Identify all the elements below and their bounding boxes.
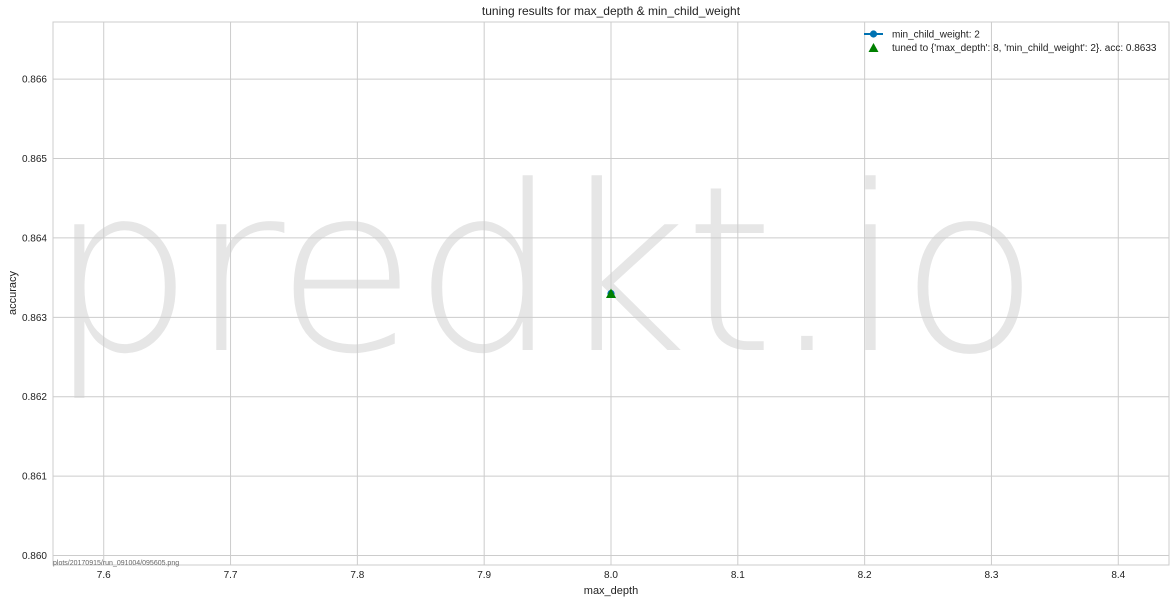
watermark-text: predkt.io [48,138,1036,405]
y-tick-label: 0.863 [22,313,47,324]
y-axis-label: accuracy [7,270,19,315]
y-tick-label: 0.860 [22,551,47,562]
chart-title: tuning results for max_depth & min_child… [482,4,741,18]
y-tick-label: 0.861 [22,472,47,483]
grid [53,22,1169,565]
legend-entry-2: tuned to {'max_depth': 8, 'min_child_wei… [892,43,1157,54]
legend-triangle-marker [868,43,879,52]
y-axis-ticks: 0.860 0.861 0.862 0.863 0.864 0.865 0.866 [22,75,47,562]
x-axis-ticks: 7.6 7.7 7.8 7.9 8.0 8.1 8.2 8.3 8.4 [97,570,1126,581]
tuned-point-marker [606,288,616,298]
footer-note: plots/20170915/run_091004/095605.png [53,560,179,567]
x-tick-label: 8.2 [858,570,872,581]
legend-entry-1: min_child_weight: 2 [892,30,980,41]
watermark: predkt.io [48,138,1040,405]
x-tick-label: 8.0 [604,570,618,581]
y-tick-label: 0.862 [22,392,47,403]
x-tick-label: 7.7 [224,570,238,581]
x-tick-label: 7.9 [477,570,491,581]
x-tick-label: 8.4 [1111,570,1125,581]
legend-circle-marker [869,30,878,38]
y-tick-label: 0.864 [22,233,47,244]
x-tick-label: 8.1 [731,570,745,581]
x-tick-label: 8.3 [985,570,999,581]
x-tick-label: 7.6 [97,570,111,581]
data-marks [606,288,616,298]
x-tick-label: 7.8 [350,570,364,581]
legend: min_child_weight: 2 tuned to {'max_depth… [864,30,1157,54]
y-tick-label: 0.866 [22,75,47,86]
y-tick-label: 0.865 [22,154,47,165]
x-axis-label: max_depth [584,585,638,597]
